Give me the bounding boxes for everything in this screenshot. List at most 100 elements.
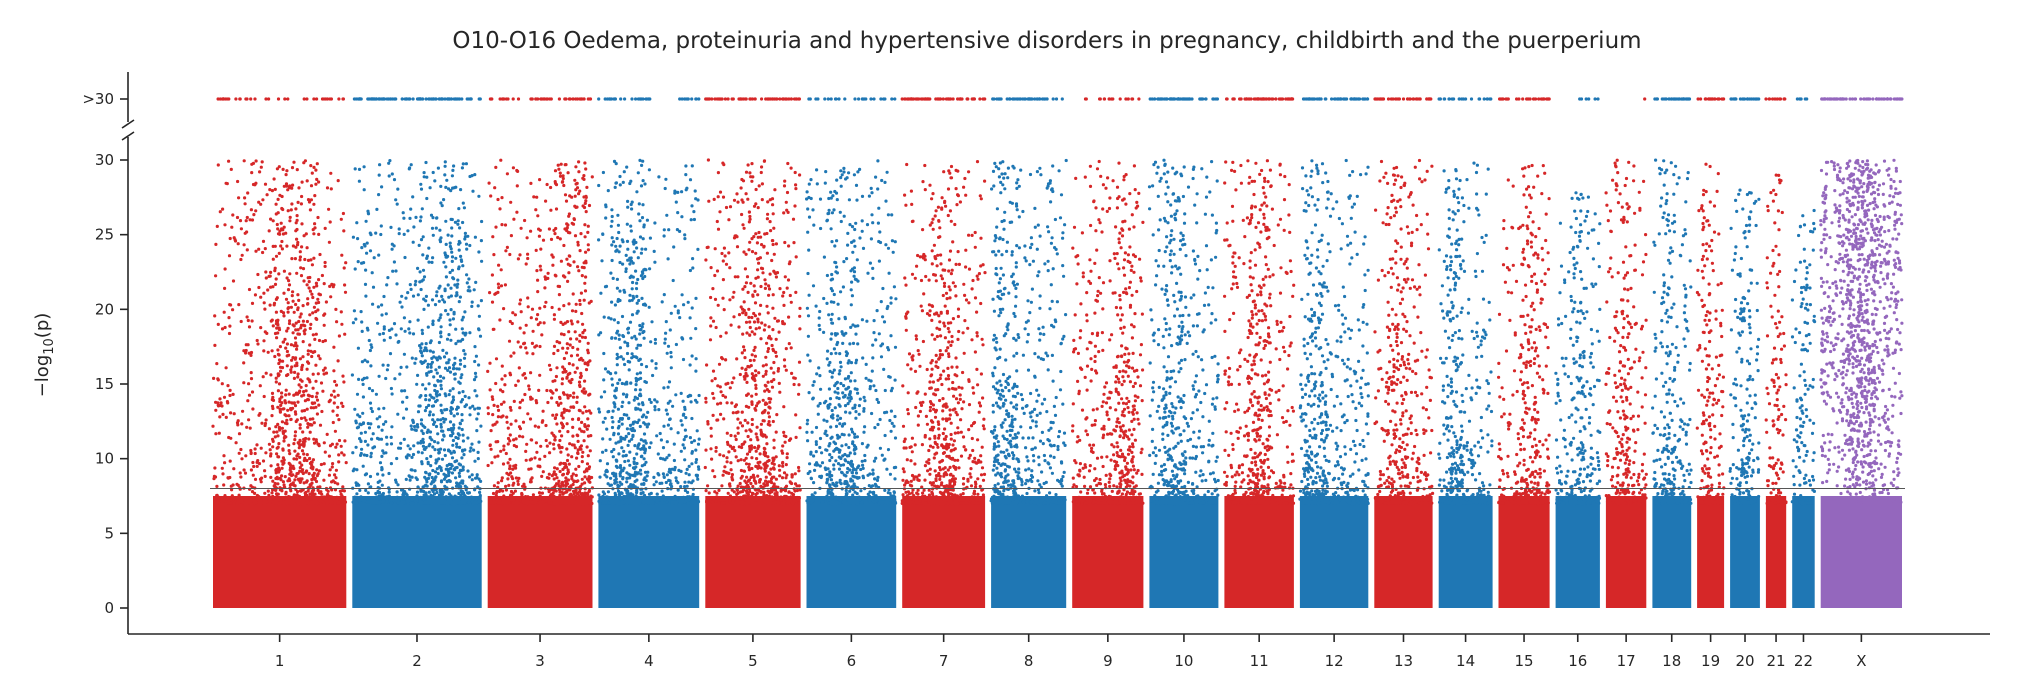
chromosome-10-capped-points	[1148, 97, 1219, 101]
chromosome-11-dense-band	[1224, 496, 1294, 608]
chromosome-20-capped-points	[1729, 97, 1761, 101]
chromosome-22-scatter	[1790, 208, 1817, 506]
chromosome-21-capped-points	[1764, 97, 1787, 101]
y-axis-label-post: (p)	[32, 313, 53, 338]
y-tick-label-5: 5	[104, 524, 114, 542]
x-tick-label-22: 22	[1794, 652, 1813, 670]
x-tick-label-10: 10	[1174, 652, 1193, 670]
chromosome-15-dense-band	[1498, 496, 1550, 608]
chromosome-3-capped-points	[488, 97, 593, 101]
chromosome-3-points	[486, 97, 594, 608]
chromosome-6-capped-points	[807, 97, 897, 101]
chromosome-11-points	[1223, 97, 1296, 608]
y-tick-label-15: 15	[95, 375, 114, 393]
chromosome-14-capped-points	[1437, 97, 1493, 101]
x-tick-label-21: 21	[1767, 652, 1786, 670]
x-tick-label-5: 5	[748, 652, 758, 670]
chromosome-16-capped-points	[1578, 97, 1600, 101]
chromosome-22-dense-band	[1792, 496, 1815, 608]
chromosome-20-scatter	[1728, 188, 1761, 506]
chromosome-10-scatter	[1147, 158, 1220, 506]
x-tick-label-X: X	[1856, 652, 1866, 670]
chromosome-2-points	[350, 97, 484, 608]
chromosome-20-dense-band	[1730, 496, 1760, 608]
chromosome-2-capped-points	[352, 97, 482, 101]
chromosome-12-dense-band	[1299, 496, 1369, 608]
x-tick-label-19: 19	[1701, 652, 1720, 670]
chromosome-8-dense-band	[991, 496, 1067, 608]
x-tick-label-3: 3	[535, 652, 545, 670]
x-tick-label-20: 20	[1735, 652, 1754, 670]
chromosome-7-points	[900, 97, 987, 608]
chromosome-15-capped-points	[1498, 97, 1551, 101]
chromosome-18-scatter	[1651, 158, 1693, 506]
x-tick-label-7: 7	[939, 652, 949, 670]
chromosome-15-scatter	[1497, 163, 1552, 506]
chromosome-2-dense-band	[352, 496, 482, 608]
chromosome-6-scatter	[805, 159, 898, 506]
y-axis-label-sub: 10	[42, 338, 57, 355]
chromosome-5-capped-points	[704, 97, 801, 101]
y-tick-label-25: 25	[95, 226, 114, 244]
x-tick-label-6: 6	[847, 652, 857, 670]
x-tick-label-9: 9	[1103, 652, 1113, 670]
chromosome-8-scatter	[989, 158, 1068, 506]
y-axis-label: −log10(p)	[32, 313, 57, 398]
chromosome-11-capped-points	[1225, 97, 1295, 101]
chromosome-5-dense-band	[705, 496, 801, 608]
x-tick-label-13: 13	[1394, 652, 1413, 670]
chromosome-18-dense-band	[1652, 496, 1692, 608]
y-axis-break-mark-upper	[121, 119, 135, 129]
chromosome-1-dense-band	[213, 496, 347, 608]
chromosome-16-dense-band	[1555, 496, 1600, 608]
data-points	[211, 97, 1904, 608]
chromosome-14-scatter	[1437, 161, 1494, 506]
chromosome-7-capped-points	[900, 97, 987, 101]
chromosome-1-scatter	[211, 159, 348, 506]
chromosome-9-capped-points	[1083, 97, 1141, 101]
chromosome-X-dense-band	[1820, 496, 1902, 608]
x-tick-label-17: 17	[1617, 652, 1636, 670]
chromosome-3-scatter	[486, 158, 594, 506]
chromosome-6-points	[805, 97, 898, 608]
chromosome-12-capped-points	[1301, 97, 1370, 101]
chromosome-13-scatter	[1373, 158, 1435, 506]
chromosome-7-scatter	[900, 160, 987, 506]
chromosome-21-scatter	[1764, 173, 1788, 506]
x-tick-label-15: 15	[1514, 652, 1533, 670]
chromosome-14-points	[1437, 97, 1494, 608]
chart-title: O10-O16 Oedema, proteinuria and hyperten…	[452, 28, 1641, 54]
x-tick-label-11: 11	[1250, 652, 1269, 670]
chromosome-21-points	[1764, 97, 1788, 608]
chromosome-10-points	[1147, 97, 1220, 608]
chromosome-12-scatter	[1298, 158, 1370, 506]
chromosome-5-points	[703, 97, 802, 608]
y-tick-label-0: 0	[104, 599, 114, 617]
chromosome-1-points	[211, 97, 348, 608]
chromosome-12-points	[1298, 97, 1370, 608]
chromosome-16-scatter	[1554, 191, 1602, 506]
chromosome-19-scatter	[1695, 162, 1726, 506]
chromosome-10-dense-band	[1149, 496, 1219, 608]
y-tick-label-10: 10	[95, 450, 114, 468]
y-tick-label-break: >30	[82, 90, 114, 108]
chromosome-X-scatter	[1819, 158, 1904, 505]
chromosome-17-points	[1604, 97, 1648, 608]
chromosome-19-capped-points	[1696, 97, 1726, 101]
chromosome-11-scatter	[1223, 159, 1296, 506]
chromosome-13-capped-points	[1373, 97, 1433, 101]
chromosome-3-dense-band	[487, 496, 593, 608]
x-tick-label-8: 8	[1024, 652, 1034, 670]
chromosome-13-dense-band	[1374, 496, 1433, 608]
chromosome-6-dense-band	[806, 496, 897, 608]
chromosome-22-capped-points	[1795, 97, 1809, 101]
chromosome-8-points	[989, 97, 1068, 608]
chromosome-18-capped-points	[1653, 97, 1692, 101]
chromosome-18-points	[1651, 97, 1693, 608]
x-tick-label-4: 4	[644, 652, 654, 670]
chromosome-4-dense-band	[598, 496, 700, 608]
chromosome-X-capped-points	[1820, 97, 1904, 101]
chromosome-17-capped-points	[1643, 97, 1647, 101]
chromosome-2-scatter	[350, 159, 484, 506]
